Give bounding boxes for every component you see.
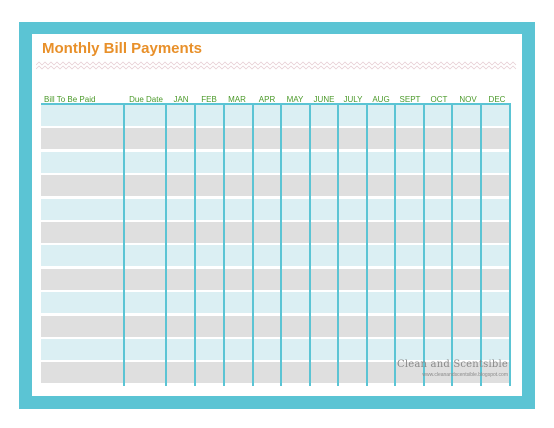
column-header: OCT — [430, 95, 448, 104]
table-row[interactable] — [41, 198, 510, 220]
table-row[interactable] — [41, 292, 510, 314]
column-header: JAN — [173, 95, 189, 104]
table-row[interactable] — [41, 268, 510, 290]
column-header: Due Date — [129, 95, 163, 104]
table-row[interactable] — [41, 315, 510, 337]
column-divider — [194, 103, 196, 386]
column-divider — [309, 103, 311, 386]
bill-tracker-sheet: Monthly Bill Payments Bill To Be Paid Due… — [32, 34, 522, 396]
column-divider — [123, 103, 125, 386]
column-divider — [165, 103, 167, 386]
column-header: DEC — [488, 95, 506, 104]
column-divider — [423, 103, 425, 386]
column-header: JUNE — [313, 95, 335, 104]
table-row[interactable] — [41, 128, 510, 150]
column-divider — [223, 103, 225, 386]
table-row[interactable] — [41, 362, 510, 384]
column-header: FEB — [201, 95, 217, 104]
column-header: MAY — [286, 95, 304, 104]
page-title: Monthly Bill Payments — [42, 40, 203, 57]
column-divider — [451, 103, 453, 386]
table-top-border — [41, 103, 510, 105]
bill-table — [41, 103, 511, 386]
column-header: Bill To Be Paid — [44, 95, 96, 104]
table-row[interactable] — [41, 105, 510, 126]
column-header: SEPT — [399, 95, 421, 104]
zigzag-divider — [36, 61, 517, 70]
table-row[interactable] — [41, 222, 510, 243]
table-row[interactable] — [41, 339, 510, 360]
column-divider — [252, 103, 254, 386]
column-header: APR — [258, 95, 276, 104]
table-row[interactable] — [41, 245, 510, 267]
column-header: JULY — [343, 95, 363, 104]
column-divider — [394, 103, 396, 386]
column-divider — [280, 103, 282, 386]
column-divider — [480, 103, 482, 386]
column-header: AUG — [372, 95, 390, 104]
column-header: MAR — [228, 95, 246, 104]
table-row[interactable] — [41, 175, 510, 197]
column-divider — [509, 103, 511, 386]
brand-url: www.cleanandscentsible.blogspot.com — [422, 372, 508, 378]
column-header: NOV — [459, 95, 477, 104]
column-divider — [337, 103, 339, 386]
table-row[interactable] — [41, 151, 510, 173]
column-divider — [366, 103, 368, 386]
brand-name: Clean and Scentsible — [396, 359, 508, 370]
